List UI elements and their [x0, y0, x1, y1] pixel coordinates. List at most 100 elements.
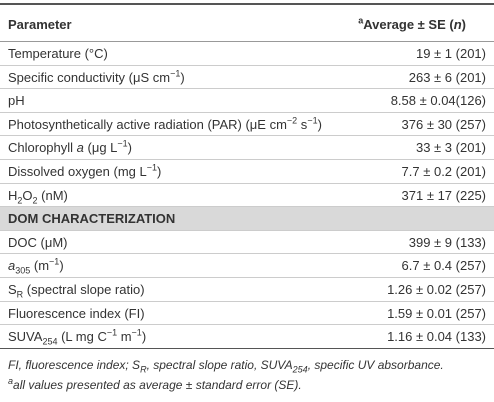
- text-segment: 254: [292, 364, 308, 375]
- parameter-cell: Dissolved oxygen (mg L−1): [8, 160, 161, 184]
- text-segment: Temperature (°C): [8, 46, 108, 61]
- table-row: SUVA254 (L mg C−1 m−1) 1.16 ± 0.04 (133): [0, 325, 494, 349]
- text-segment: Photosynthetically active radiation (PAR…: [8, 116, 287, 132]
- section-row: DOM CHARACTERIZATION: [0, 207, 494, 231]
- text-segment: SUVA: [8, 329, 43, 345]
- parameter-cell: Specific conductivity (μS cm−1): [8, 66, 185, 90]
- text-segment: −1: [307, 115, 318, 126]
- parameter-cell: Temperature (°C): [8, 42, 108, 66]
- text-segment: 6.7 ± 0.4 (257): [401, 258, 486, 274]
- text-segment: (nM): [37, 187, 68, 203]
- text-segment: 399 ± 9 (133): [408, 234, 486, 250]
- value-cell: aAverage ± SE (n): [358, 5, 466, 44]
- text-segment: −1: [131, 327, 142, 338]
- text-segment: 1.59 ± 0.01 (257): [387, 305, 486, 321]
- text-segment: 19 ± 1 (201): [415, 46, 486, 61]
- text-segment: 376 ± 30 (257): [401, 116, 486, 132]
- text-segment: 371 ± 17 (225): [401, 187, 486, 203]
- text-segment: a: [8, 376, 14, 386]
- parameter-cell: Fluorescence index (FI): [8, 302, 145, 326]
- text-segment: −1: [170, 68, 181, 79]
- parameter-cell: pH: [8, 89, 25, 113]
- text-segment: 2: [32, 195, 38, 206]
- text-segment: −1: [49, 257, 60, 268]
- text-segment: Dissolved oxygen (mg L: [8, 164, 147, 179]
- text-segment: pH: [8, 93, 25, 109]
- text-segment: FI, fluorescence index; S: [8, 358, 141, 372]
- text-segment: 8.58 ± 0.04(126): [390, 93, 486, 109]
- table-row: Specific conductivity (μS cm−1) 263 ± 6 (…: [0, 66, 494, 90]
- text-segment: (μg L: [83, 140, 118, 156]
- text-segment: a: [76, 140, 84, 156]
- value-cell: 371 ± 17 (225): [402, 184, 486, 208]
- text-segment: O: [22, 187, 33, 203]
- text-segment: , specific UV absorbance.: [307, 358, 444, 372]
- text-segment: R: [140, 364, 147, 375]
- text-segment: ): [59, 258, 64, 274]
- text-segment: all values presented as average ± standa…: [13, 378, 302, 392]
- text-segment: DOM CHARACTERIZATION: [8, 211, 176, 227]
- text-segment: Parameter: [8, 17, 72, 32]
- text-segment: 305: [15, 265, 31, 276]
- table-row: Fluorescence index (FI) 1.59 ± 0.01 (257): [0, 302, 494, 326]
- table-row: Chlorophyll a (μg L−1) 33 ± 3 (201): [0, 136, 494, 160]
- text-segment: Specific conductivity (μS cm: [8, 69, 171, 85]
- text-segment: −2: [286, 115, 298, 126]
- table-row: pH 8.58 ± 0.04(126): [0, 89, 494, 113]
- text-segment: −1: [106, 327, 118, 338]
- text-segment: ): [157, 164, 162, 179]
- text-segment: ): [127, 140, 133, 156]
- text-segment: 254: [42, 336, 58, 347]
- text-segment: DOC (μM): [8, 234, 68, 250]
- table-row: Temperature (°C) 19 ± 1 (201): [0, 42, 494, 66]
- table-row: Photosynthetically active radiation (PAR…: [0, 113, 494, 137]
- parameter-cell: a305 (m−1): [8, 254, 64, 278]
- section-title: DOM CHARACTERIZATION: [8, 207, 175, 231]
- header-row: Parameter aAverage ± SE (n): [0, 3, 494, 42]
- value-cell: 1.59 ± 0.01 (257): [387, 302, 486, 326]
- text-segment: 7.7 ± 0.2 (201): [401, 164, 486, 179]
- text-segment: ): [317, 116, 322, 132]
- text-segment: Average ± SE (: [363, 17, 454, 32]
- text-segment: H: [8, 187, 18, 203]
- value-cell: 1.26 ± 0.02 (257): [387, 278, 486, 302]
- text-segment: (L mg C: [57, 329, 107, 345]
- text-segment: S: [8, 282, 17, 297]
- footnote: FI, fluorescence index; SR, spectral slo…: [8, 358, 444, 375]
- text-segment: n: [453, 17, 462, 32]
- parameter-cell: SUVA254 (L mg C−1 m−1): [8, 325, 146, 349]
- text-segment: a: [358, 15, 364, 26]
- table-row: a305 (m−1) 6.7 ± 0.4 (257): [0, 254, 494, 278]
- text-segment: Chlorophyll: [8, 140, 77, 156]
- text-segment: 1.26 ± 0.02 (257): [387, 282, 486, 297]
- value-cell: 7.7 ± 0.2 (201): [402, 160, 486, 184]
- text-segment: ): [461, 17, 466, 32]
- text-segment: (spectral slope ratio): [23, 282, 145, 297]
- value-cell: 1.16 ± 0.04 (133): [387, 325, 486, 349]
- parameter-cell: SR (spectral slope ratio): [8, 278, 145, 302]
- value-cell: 19 ± 1 (201): [416, 42, 486, 66]
- parameter-cell: H2O2 (nM): [8, 184, 68, 208]
- value-cell: 33 ± 3 (201): [416, 136, 486, 160]
- text-segment: 33 ± 3 (201): [415, 140, 486, 156]
- table-row: DOC (μM) 399 ± 9 (133): [0, 231, 494, 255]
- text-segment: a: [8, 258, 16, 274]
- text-segment: 1.16 ± 0.04 (133): [387, 329, 486, 345]
- text-segment: , spectral slope ratio, SUVA: [146, 358, 293, 372]
- text-segment: −1: [117, 139, 128, 150]
- value-cell: 8.58 ± 0.04(126): [391, 89, 486, 113]
- text-segment: ): [141, 329, 147, 345]
- value-cell: 6.7 ± 0.4 (257): [402, 254, 486, 278]
- text-segment: R: [16, 289, 24, 300]
- parameter-cell: DOC (μM): [8, 231, 67, 255]
- table-row: H2O2 (nM) 371 ± 17 (225): [0, 184, 494, 208]
- footnote: aall values presented as average ± stand…: [8, 376, 302, 393]
- text-segment: Fluorescence index (FI): [8, 305, 145, 321]
- parameter-cell: Parameter: [8, 5, 72, 44]
- text-segment: 263 ± 6 (201): [408, 69, 486, 85]
- text-segment: s: [297, 116, 308, 132]
- value-cell: 263 ± 6 (201): [409, 66, 486, 90]
- text-segment: (m: [30, 258, 50, 274]
- text-segment: 2: [17, 195, 23, 206]
